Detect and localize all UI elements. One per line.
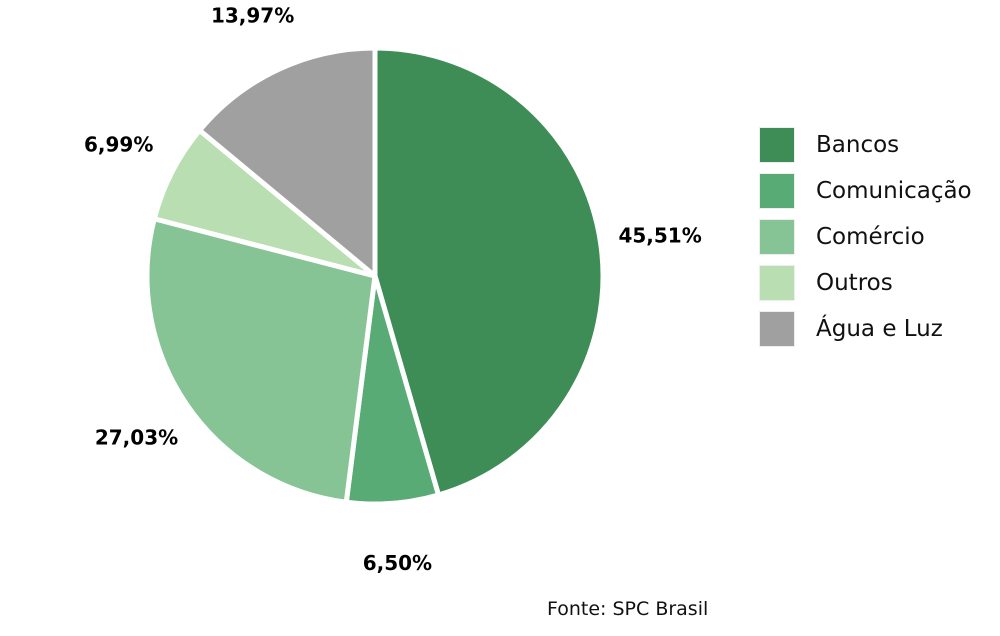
- legend-item-outros: Outros: [760, 260, 966, 306]
- pie-slices: [144, 45, 606, 507]
- source-note: Fonte: SPC Brasil: [547, 598, 709, 620]
- pie-label-comunicacao: 6,50%: [363, 551, 432, 575]
- pie-label-bancos: 45,51%: [618, 224, 701, 248]
- pie-slice-agua-e-luz: [197, 45, 378, 279]
- pie-label-outros: 6,99%: [84, 133, 153, 157]
- legend-item-comunicacao: Comunicação: [760, 168, 972, 214]
- legend-label-comercio: Comércio: [816, 224, 925, 250]
- pie-label-agua-e-luz: 13,97%: [211, 3, 294, 27]
- legend-label-bancos: Bancos: [816, 132, 900, 158]
- legend-label-agua-e-luz: Água e Luz: [816, 316, 943, 342]
- legend-swatch-comercio: [760, 220, 794, 254]
- pie-label-comercio: 27,03%: [95, 426, 178, 450]
- pie-slice-bancos: [372, 45, 606, 498]
- legend-swatch-bancos: [760, 128, 794, 162]
- legend-item-comercio: Comércio: [760, 214, 966, 260]
- legend-swatch-comunicacao: [760, 174, 794, 208]
- legend-swatch-agua-e-luz: [760, 312, 794, 346]
- legend-item-bancos: Bancos: [760, 122, 966, 168]
- pie-labels: 45,51% 6,50% 27,03% 6,99% 13,97%: [84, 3, 702, 575]
- legend-label-comunicacao: Comunicação: [816, 178, 972, 204]
- legend-swatch-outros: [760, 266, 794, 300]
- legend: Bancos Comunicação Comércio Outros Água …: [760, 122, 972, 352]
- pie-slice-comercio: [144, 216, 378, 505]
- legend-item-agua-e-luz: Água e Luz: [760, 306, 966, 352]
- legend-label-outros: Outros: [816, 270, 893, 296]
